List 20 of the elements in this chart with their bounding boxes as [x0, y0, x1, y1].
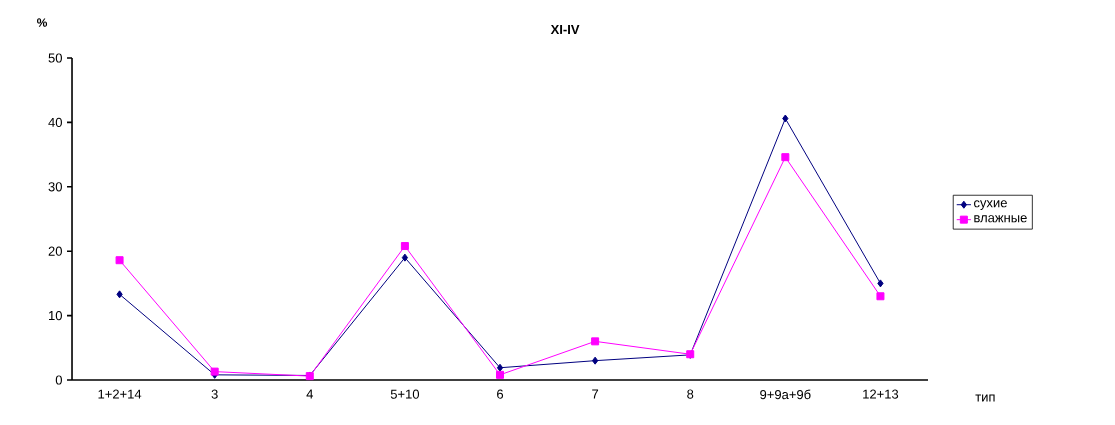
- x-tick-label: 4: [306, 389, 314, 399]
- y-tick-label: 20: [48, 246, 62, 256]
- x-tick-label: 7: [592, 389, 599, 399]
- y-axis-title: %: [37, 18, 48, 27]
- y-tick-label: 40: [48, 117, 62, 127]
- x-tick-label: 3: [211, 389, 218, 399]
- y-tick-label: 50: [48, 53, 62, 63]
- x-tick-label: 6: [497, 389, 504, 399]
- x-tick-label: 12+13: [863, 389, 899, 399]
- legend-label: сухие: [974, 200, 1007, 210]
- legend-label: влажные: [974, 215, 1027, 223]
- y-tick-label: 30: [48, 182, 62, 192]
- x-tick-label: 1+2+14: [98, 389, 142, 399]
- chart-title: XI-IV: [550, 24, 580, 34]
- y-tick-label: 0: [55, 375, 62, 385]
- x-tick-label: 9+9а+9б: [760, 389, 811, 400]
- x-axis-title: тип: [975, 394, 995, 402]
- x-tick-label: 5+10: [390, 389, 420, 399]
- y-tick-label: 10: [49, 310, 62, 321]
- x-tick-label: 8: [687, 389, 694, 399]
